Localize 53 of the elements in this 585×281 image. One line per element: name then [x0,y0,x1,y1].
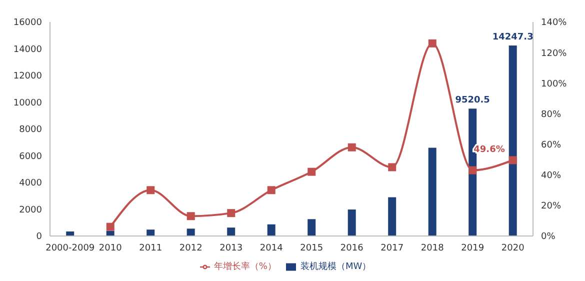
legend-label: 装机规模（MW） [300,262,372,272]
x-tick-label: 2020 [501,243,525,254]
y2-tick-label: 60% [541,140,562,150]
x-tick-label: 2010 [98,243,122,254]
y2-tick-label: 20% [541,202,562,212]
y-tick-label: 10000 [13,98,42,108]
point [348,143,356,152]
x-tick-label: 2013 [220,243,243,254]
legend-label: 年增长率（%） [214,262,276,272]
y-tick-label: 6000 [19,152,42,162]
bar [348,210,356,236]
point [227,209,236,218]
point [428,39,436,48]
bar [146,230,155,236]
y-tick-label: 12000 [13,72,42,82]
y-tick-label: 8000 [19,125,42,136]
bar [186,228,195,236]
point [146,186,155,194]
y2-tick-label: 100% [541,79,568,90]
y2-tick-label: 40% [541,171,562,182]
bar [308,219,316,236]
y2-tick-label: 120% [541,48,568,59]
data-label: 9520.5 [455,96,490,106]
x-tick-label: 2016 [340,243,364,254]
y2-tick-label: 80% [541,110,562,120]
x-tick-label: 2012 [179,243,202,254]
point [468,166,477,174]
x-tick-label: 2011 [139,243,162,254]
x-tick-label: 2017 [380,243,404,254]
x-tick-label: 2000-2009 [46,243,95,254]
bar [267,224,276,236]
x-tick-label: 2015 [300,243,324,254]
point [388,163,396,172]
point [267,186,276,194]
x-tick-label: 2018 [420,243,444,254]
x-tick-label: 2019 [461,243,484,254]
y-tick-label: 4000 [19,178,42,189]
y-tick-label: 0 [36,232,42,242]
y2-tick-label: 140% [541,18,568,28]
bar [227,228,236,236]
y-tick-label: 16000 [13,18,42,28]
point [106,222,114,231]
point [508,156,517,164]
bar [428,148,436,236]
y-tick-label: 14000 [13,44,42,55]
x-tick-label: 2014 [260,243,284,254]
y2-tick-label: 0% [541,232,556,242]
point [308,168,316,176]
point [186,212,195,220]
bar [508,45,517,236]
y-tick-label: 2000 [19,205,42,216]
bar [388,197,396,236]
data-label: 14247.3 [492,32,534,42]
